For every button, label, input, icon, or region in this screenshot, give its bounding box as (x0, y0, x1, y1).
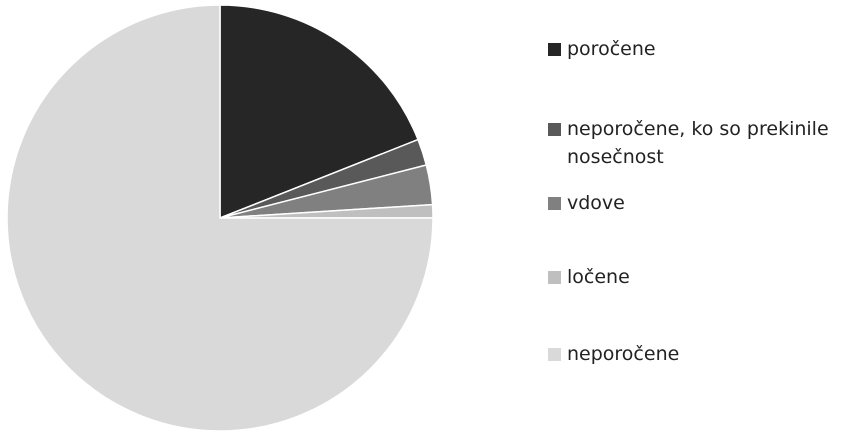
legend-label: ločene (567, 266, 630, 288)
legend-item: neporočene (548, 340, 679, 368)
legend-item: neporočene, ko so prekinile nosečnost (548, 115, 847, 171)
legend-swatch (548, 348, 561, 361)
legend-label: vdove (567, 192, 625, 214)
legend-swatch (548, 123, 561, 136)
legend-item: poročene (548, 35, 656, 63)
legend-swatch (548, 271, 561, 284)
pie-slice (219, 4, 420, 220)
legend-label: poročene (567, 38, 656, 60)
pie-slice (6, 4, 434, 432)
legend-swatch (548, 43, 561, 56)
legend-item: ločene (548, 263, 630, 291)
legend-label: neporočene, ko so prekinile nosečnost (567, 118, 829, 168)
legend-swatch (548, 197, 561, 210)
legend-label: neporočene (567, 343, 680, 365)
legend-item: vdove (548, 189, 625, 217)
